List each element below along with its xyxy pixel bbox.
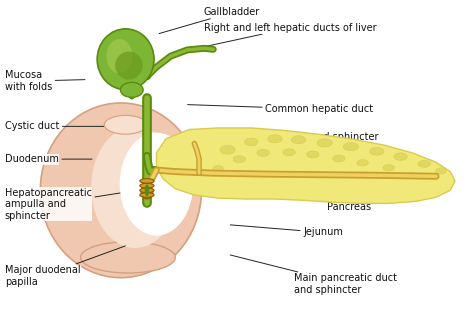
Ellipse shape (343, 143, 358, 151)
Ellipse shape (119, 133, 193, 236)
Ellipse shape (383, 165, 394, 171)
Ellipse shape (220, 145, 235, 154)
Ellipse shape (104, 115, 147, 134)
Text: Hepatopancreatic
ampulla and
sphincter: Hepatopancreatic ampulla and sphincter (5, 188, 124, 221)
Text: Main pancreatic duct
and sphincter: Main pancreatic duct and sphincter (230, 255, 397, 295)
Ellipse shape (357, 160, 368, 166)
Ellipse shape (140, 193, 154, 197)
Ellipse shape (257, 149, 269, 156)
Ellipse shape (245, 138, 258, 146)
Ellipse shape (140, 178, 154, 183)
Ellipse shape (40, 103, 201, 278)
Text: Major duodenal
papilla: Major duodenal papilla (5, 246, 125, 287)
Ellipse shape (81, 242, 175, 273)
Ellipse shape (120, 82, 143, 97)
Ellipse shape (418, 160, 430, 167)
Ellipse shape (233, 156, 246, 163)
Polygon shape (156, 128, 455, 203)
Ellipse shape (140, 183, 154, 188)
Text: Pancreas: Pancreas (315, 194, 371, 212)
Ellipse shape (292, 136, 306, 144)
Ellipse shape (213, 166, 223, 171)
Text: Bile duct and sphincter: Bile duct and sphincter (178, 132, 379, 142)
Ellipse shape (115, 51, 143, 80)
Ellipse shape (436, 168, 446, 174)
Ellipse shape (307, 151, 319, 158)
Ellipse shape (407, 173, 418, 178)
Text: Cystic duct: Cystic duct (5, 121, 113, 131)
Ellipse shape (106, 39, 132, 73)
Ellipse shape (145, 184, 149, 196)
Text: Mucosa
with folds: Mucosa with folds (5, 70, 85, 92)
Ellipse shape (370, 148, 384, 155)
Ellipse shape (394, 153, 407, 160)
Ellipse shape (283, 149, 295, 156)
Ellipse shape (333, 155, 345, 162)
Text: Common hepatic duct: Common hepatic duct (188, 104, 374, 114)
Text: Accessory pancreatic duct: Accessory pancreatic duct (202, 152, 375, 164)
Text: Jejunum: Jejunum (230, 225, 343, 237)
Ellipse shape (268, 135, 282, 143)
Ellipse shape (317, 139, 332, 147)
Ellipse shape (97, 29, 154, 90)
Text: Duodenum: Duodenum (5, 154, 92, 164)
Text: Right and left hepatic ducts of liver: Right and left hepatic ducts of liver (192, 23, 376, 49)
Text: Gallbladder: Gallbladder (159, 7, 260, 34)
Ellipse shape (140, 188, 154, 193)
Ellipse shape (91, 126, 179, 248)
Ellipse shape (141, 185, 153, 199)
